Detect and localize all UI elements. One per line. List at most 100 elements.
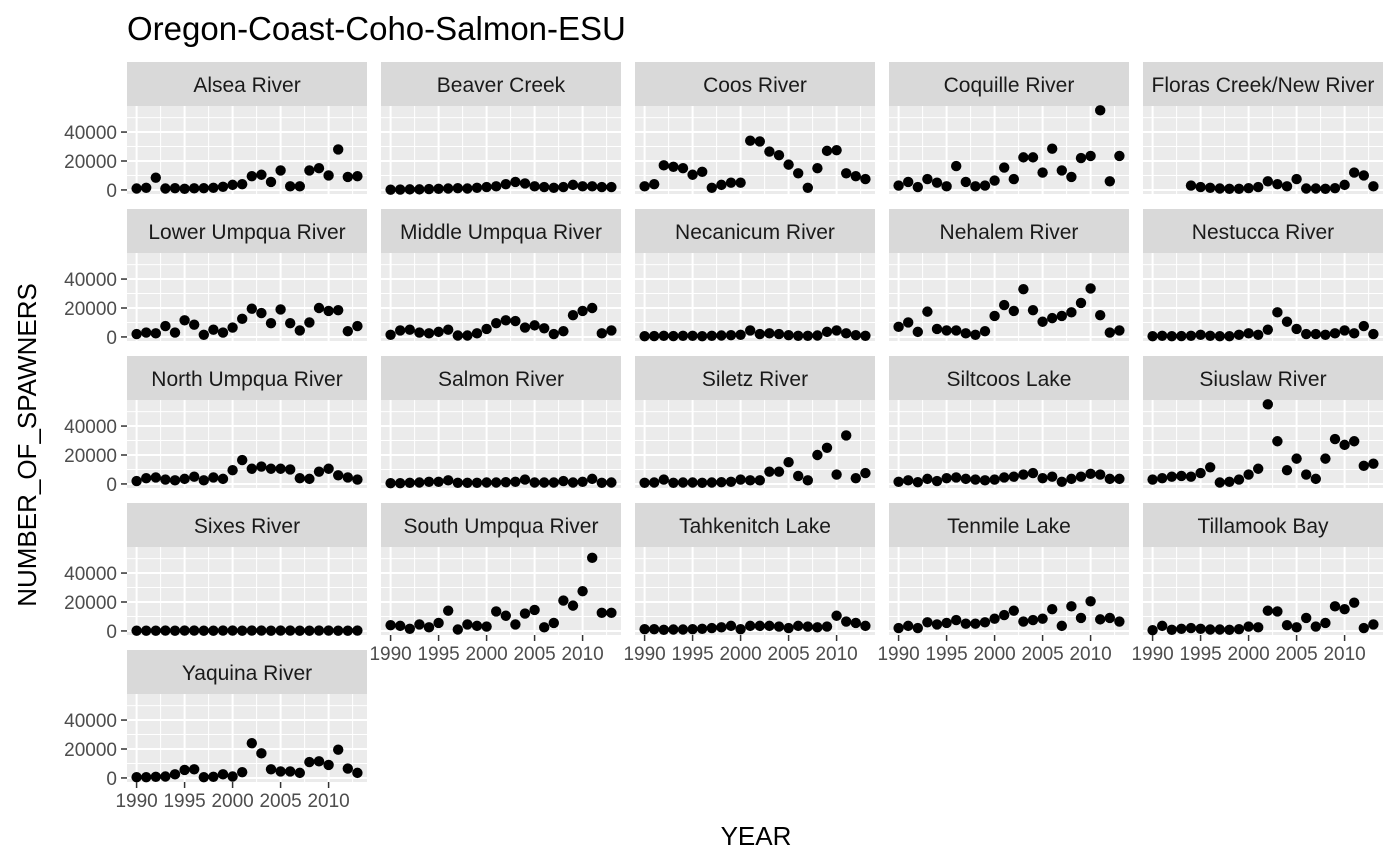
data-point: [850, 330, 861, 341]
data-point: [539, 477, 550, 488]
data-point: [1075, 297, 1087, 309]
facet-strip-label: Coquille River: [944, 74, 1075, 97]
data-point: [1176, 623, 1187, 634]
data-point: [697, 331, 708, 342]
facet-necanicum-river: Necanicum River: [635, 209, 875, 342]
data-point: [783, 330, 794, 341]
data-point: [529, 320, 540, 331]
facet-strip: [1143, 209, 1383, 253]
facet-tillamook-bay: Tillamook Bay 1990 1995 2000 2005 2010: [1131, 503, 1383, 665]
data-point: [208, 771, 219, 782]
data-point: [352, 170, 363, 182]
data-point: [677, 163, 689, 174]
x-tick-label: 2005: [1021, 644, 1063, 665]
data-point: [443, 324, 454, 335]
data-point: [160, 320, 171, 332]
data-point: [294, 625, 305, 636]
data-point: [850, 617, 861, 629]
data-point: [1262, 399, 1274, 410]
data-point: [462, 477, 473, 488]
data-point: [333, 144, 344, 155]
data-point: [471, 477, 483, 488]
data-point: [471, 328, 483, 339]
panel-background: [381, 253, 621, 341]
data-point: [754, 328, 765, 340]
facet-strip: [1143, 356, 1383, 400]
data-point: [735, 474, 746, 485]
x-tick-label: 2010: [815, 644, 857, 665]
data-point: [471, 620, 483, 632]
data-point: [1166, 331, 1178, 342]
data-point: [1008, 605, 1019, 616]
data-point: [304, 473, 315, 485]
data-point: [821, 145, 833, 157]
facet-coos-river: Coos River: [635, 62, 875, 194]
data-point: [783, 159, 794, 170]
data-point: [462, 619, 473, 630]
data-point: [716, 622, 727, 633]
data-point: [960, 176, 971, 188]
data-point: [433, 326, 444, 338]
facet-strip-label: Necanicum River: [675, 221, 835, 244]
data-point: [922, 473, 933, 485]
data-point: [931, 619, 943, 630]
data-point: [189, 764, 200, 775]
data-point: [1368, 181, 1379, 192]
x-tick-label: 2000: [465, 644, 507, 665]
facet-strip-label: Tillamook Bay: [1197, 515, 1329, 538]
data-point: [745, 620, 756, 632]
data-point: [1358, 320, 1370, 332]
data-point: [294, 325, 305, 336]
data-point: [960, 328, 971, 339]
y-tick-label: 40000: [64, 123, 117, 144]
data-point: [1114, 473, 1125, 485]
data-point: [893, 476, 904, 487]
data-point: [1085, 596, 1096, 607]
data-point: [141, 472, 152, 484]
data-point: [1301, 469, 1312, 480]
data-point: [1214, 331, 1226, 342]
data-point: [1205, 182, 1216, 193]
y-tick-label: 40000: [64, 270, 117, 291]
data-point: [217, 625, 229, 636]
data-point: [313, 756, 325, 767]
data-point: [1095, 105, 1106, 116]
data-point: [1291, 323, 1302, 335]
data-point: [677, 330, 689, 341]
data-point: [735, 624, 746, 635]
data-point: [1320, 183, 1331, 194]
data-point: [548, 617, 559, 629]
data-point: [606, 607, 617, 619]
data-point: [587, 552, 598, 564]
data-point: [903, 176, 914, 188]
facet-tenmile-lake: Tenmile Lake 1990 1995 2000 2005 2010: [877, 503, 1129, 665]
data-point: [1368, 458, 1379, 469]
data-point: [1272, 606, 1283, 617]
data-point: [697, 623, 708, 634]
facet-nestucca-river: Nestucca River: [1143, 209, 1383, 342]
facet-middle-umpqua-river: Middle Umpqua River: [381, 209, 621, 341]
facet-strip: [635, 356, 875, 400]
data-point: [1166, 471, 1178, 482]
data-point: [802, 475, 813, 486]
data-point: [198, 625, 209, 636]
data-point: [1185, 622, 1197, 634]
data-point: [285, 766, 296, 777]
data-point: [697, 166, 708, 178]
data-point: [1104, 612, 1116, 624]
data-point: [1018, 283, 1029, 295]
data-point: [793, 470, 804, 482]
data-point: [237, 625, 248, 636]
data-point: [141, 182, 152, 193]
data-point: [198, 475, 209, 486]
data-point: [313, 466, 325, 477]
data-point: [706, 330, 717, 341]
data-point: [1104, 473, 1116, 485]
data-point: [1253, 622, 1264, 633]
data-point: [802, 182, 813, 193]
data-point: [893, 622, 904, 634]
data-point: [385, 184, 396, 195]
data-point: [1243, 328, 1254, 339]
data-point: [1027, 467, 1039, 479]
data-point: [1329, 601, 1341, 612]
